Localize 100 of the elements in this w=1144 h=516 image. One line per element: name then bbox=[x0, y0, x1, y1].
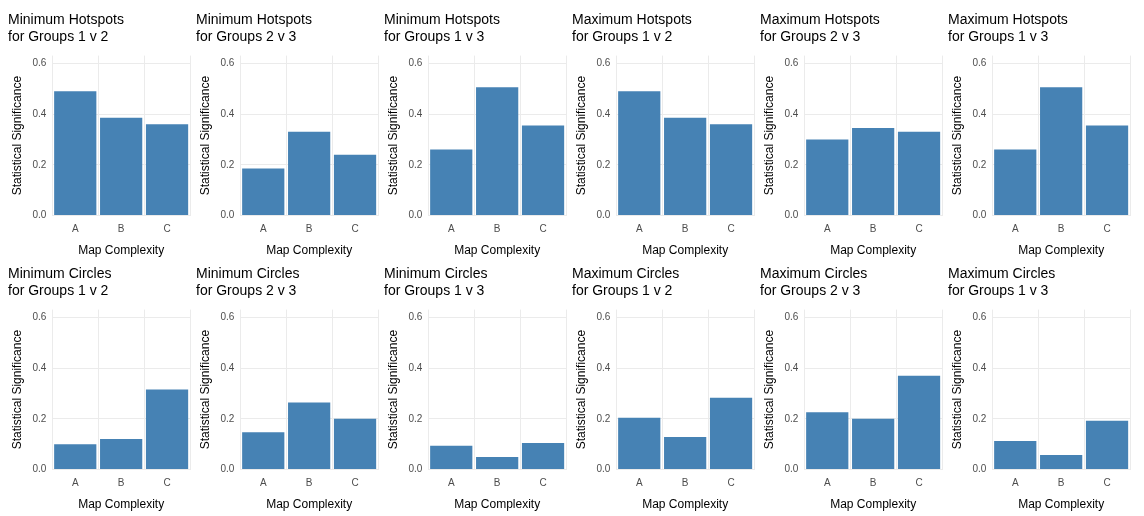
x-tick-label: B bbox=[869, 477, 877, 489]
y-tick-label: 0.4 bbox=[408, 107, 423, 119]
y-tick-label: 0.2 bbox=[784, 158, 799, 170]
y-tick-label: 0.6 bbox=[596, 310, 611, 322]
x-tick-label: B bbox=[117, 477, 125, 489]
x-tick-label: B bbox=[117, 223, 125, 235]
bar bbox=[618, 91, 661, 216]
x-tick-label: C bbox=[727, 477, 735, 489]
chart-title: Maximum Hotspots for Groups 1 v 2 bbox=[572, 11, 692, 45]
y-tick-label: 0.6 bbox=[784, 310, 799, 322]
x-tick-label: C bbox=[351, 477, 359, 489]
x-tick-label: B bbox=[869, 223, 877, 235]
y-tick-label: 0.4 bbox=[408, 361, 423, 373]
y-tick-label: 0.4 bbox=[596, 361, 611, 373]
y-tick-label: 0.0 bbox=[408, 463, 423, 475]
y-tick-label: 0.6 bbox=[972, 56, 987, 68]
bar bbox=[709, 397, 753, 470]
y-tick-label: 0.0 bbox=[784, 463, 799, 475]
y-axis-title: Statistical Significance bbox=[573, 329, 588, 450]
y-tick-label: 0.0 bbox=[220, 463, 235, 475]
y-tick-label: 0.0 bbox=[596, 209, 611, 221]
bar bbox=[521, 125, 565, 216]
y-tick-label: 0.2 bbox=[972, 158, 987, 170]
bar bbox=[333, 154, 377, 216]
x-tick-label: A bbox=[823, 477, 831, 489]
bar bbox=[1040, 455, 1083, 470]
y-tick-label: 0.0 bbox=[408, 209, 423, 221]
x-axis-title: Map Complexity bbox=[830, 243, 917, 258]
y-tick-label: 0.4 bbox=[220, 107, 235, 119]
bar bbox=[54, 91, 97, 216]
bar bbox=[100, 439, 143, 470]
bar bbox=[994, 149, 1037, 216]
bar bbox=[897, 375, 941, 470]
bar bbox=[54, 444, 97, 470]
y-tick-label: 0.2 bbox=[408, 158, 423, 170]
y-tick-label: 0.6 bbox=[972, 310, 987, 322]
y-tick-label: 0.4 bbox=[784, 107, 799, 119]
x-tick-label: B bbox=[1057, 223, 1065, 235]
y-axis-title: Statistical Significance bbox=[9, 329, 24, 450]
y-tick-label: 0.6 bbox=[784, 56, 799, 68]
y-tick-label: 0.4 bbox=[972, 361, 987, 373]
x-axis-title: Map Complexity bbox=[454, 243, 541, 258]
y-tick-label: 0.6 bbox=[32, 56, 47, 68]
y-tick-label: 0.4 bbox=[32, 107, 47, 119]
y-tick-label: 0.6 bbox=[220, 310, 235, 322]
bar bbox=[1085, 420, 1129, 470]
x-tick-label: C bbox=[163, 223, 171, 235]
bar bbox=[664, 117, 707, 216]
chart-title: Minimum Circles for Groups 2 v 3 bbox=[196, 265, 300, 299]
bar bbox=[1085, 125, 1129, 216]
bar bbox=[333, 418, 377, 470]
bar bbox=[288, 402, 331, 470]
y-tick-label: 0.6 bbox=[408, 310, 423, 322]
x-tick-label: B bbox=[305, 223, 313, 235]
y-tick-label: 0.4 bbox=[220, 361, 235, 373]
bar bbox=[1040, 87, 1083, 216]
bar bbox=[476, 456, 519, 470]
x-axis-title: Map Complexity bbox=[78, 243, 165, 258]
y-tick-label: 0.0 bbox=[972, 209, 987, 221]
chart-title: Minimum Hotspots for Groups 2 v 3 bbox=[196, 11, 312, 45]
y-axis-title: Statistical Significance bbox=[385, 329, 400, 450]
x-axis-title: Map Complexity bbox=[1018, 243, 1105, 258]
y-tick-label: 0.2 bbox=[596, 158, 611, 170]
bar bbox=[664, 437, 707, 470]
y-tick-label: 0.4 bbox=[596, 107, 611, 119]
y-axis-title: Statistical Significance bbox=[197, 329, 212, 450]
x-axis-title: Map Complexity bbox=[454, 497, 541, 512]
y-tick-label: 0.6 bbox=[32, 310, 47, 322]
chart-title: Maximum Circles for Groups 1 v 3 bbox=[948, 265, 1056, 299]
x-tick-label: B bbox=[681, 223, 689, 235]
y-tick-label: 0.2 bbox=[408, 412, 423, 424]
bar bbox=[430, 149, 473, 216]
x-tick-label: C bbox=[915, 223, 923, 235]
x-axis-title: Map Complexity bbox=[78, 497, 165, 512]
x-tick-label: C bbox=[163, 477, 171, 489]
y-axis-title: Statistical Significance bbox=[761, 329, 776, 450]
y-tick-label: 0.0 bbox=[220, 209, 235, 221]
bar bbox=[806, 412, 849, 470]
y-tick-label: 0.0 bbox=[596, 463, 611, 475]
x-tick-label: C bbox=[1103, 223, 1111, 235]
bar bbox=[852, 418, 895, 470]
bar bbox=[242, 432, 285, 470]
y-tick-label: 0.4 bbox=[784, 361, 799, 373]
x-axis-title: Map Complexity bbox=[266, 243, 353, 258]
x-tick-label: B bbox=[305, 477, 313, 489]
y-axis-title: Statistical Significance bbox=[9, 75, 24, 196]
y-tick-label: 0.0 bbox=[784, 209, 799, 221]
bar bbox=[145, 389, 189, 470]
x-tick-label: A bbox=[447, 223, 455, 235]
bar bbox=[618, 417, 661, 470]
chart-title: Maximum Circles for Groups 2 v 3 bbox=[760, 265, 868, 299]
bar bbox=[242, 168, 285, 216]
y-axis-title: Statistical Significance bbox=[385, 75, 400, 196]
bar bbox=[994, 440, 1037, 470]
x-tick-label: A bbox=[259, 477, 267, 489]
x-tick-label: A bbox=[1011, 477, 1019, 489]
y-tick-label: 0.4 bbox=[972, 107, 987, 119]
chart-title: Maximum Circles for Groups 1 v 2 bbox=[572, 265, 680, 299]
x-tick-label: A bbox=[259, 223, 267, 235]
x-axis-title: Map Complexity bbox=[642, 243, 729, 258]
